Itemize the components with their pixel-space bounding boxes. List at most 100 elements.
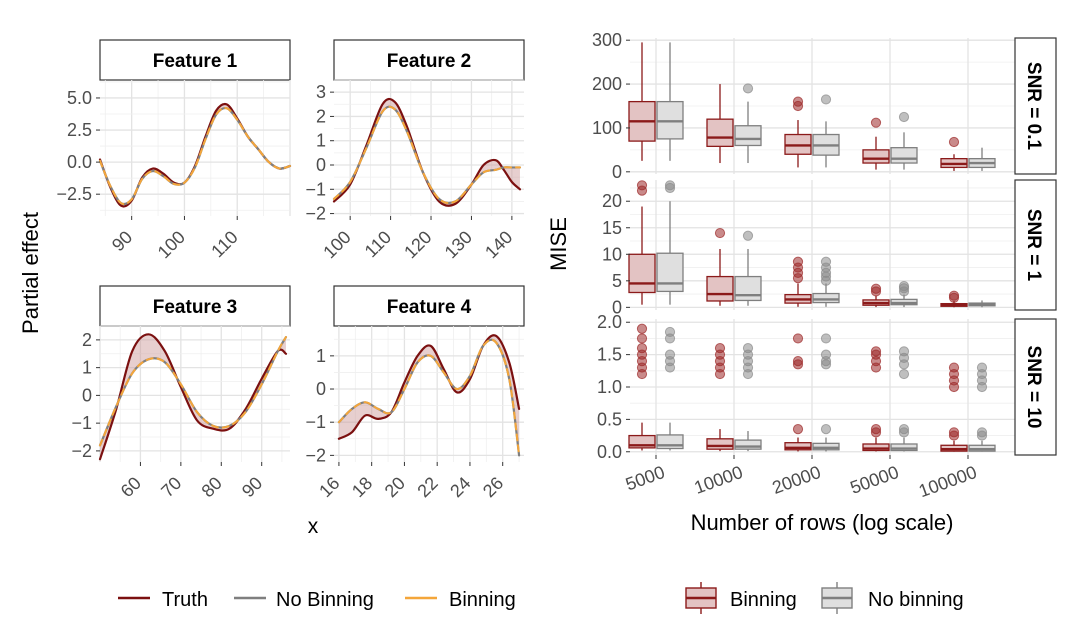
box-body — [706, 438, 734, 450]
x-tick-label: 16 — [315, 473, 343, 501]
strip-title-f4: Feature 4 — [387, 297, 472, 318]
y-tick-label: 10 — [602, 244, 622, 264]
series-line-truth — [98, 102, 292, 208]
y-tick-label: −1 — [305, 179, 326, 199]
x-tick-label: 100 — [154, 227, 189, 262]
box-no-binning-5000 — [656, 326, 684, 451]
box-binning-50000 — [862, 346, 890, 452]
box-no-binning-10000 — [734, 230, 762, 306]
series-line-no-binning — [332, 105, 522, 205]
y-tick-label: 0 — [612, 162, 622, 182]
box-no-binning-50000 — [890, 281, 918, 308]
strip-title-f1: Feature 1 — [153, 51, 238, 72]
box-body — [862, 443, 890, 452]
x-tick-label: 100000 — [916, 462, 979, 501]
y-tick-label: 1 — [82, 358, 92, 378]
x-tick-label: 90 — [238, 473, 266, 501]
y-tick-label: −2 — [305, 445, 326, 465]
panel-snr10: SNR = 10 0.0 0.5 1.0 1.5 2.0 5000 10000 20000 500… — [597, 312, 1057, 501]
box-binning-20000 — [784, 256, 812, 307]
left-y-axis-label: Partial effect — [18, 212, 43, 334]
series-line-truth — [332, 97, 522, 207]
ribbon-f1 — [100, 104, 290, 207]
outlier-point — [870, 346, 882, 357]
series-line-truth — [98, 333, 288, 461]
outlier-point — [792, 96, 804, 107]
y-tick-label: −2.5 — [56, 184, 92, 204]
y-tick-label: −2 — [71, 441, 92, 461]
y-tick-label: 0.0 — [67, 152, 92, 172]
y-tick-label: −2 — [305, 204, 326, 224]
strip-f1 — [99, 39, 291, 81]
box-body — [656, 252, 684, 293]
y-tick-label: 0.5 — [597, 409, 622, 429]
y-tick-label: 2 — [316, 106, 326, 126]
box-binning-20000 — [784, 96, 812, 168]
y-tick-label: 20 — [602, 191, 622, 211]
box-binning-10000 — [706, 84, 734, 164]
y-tick-label: 2.5 — [67, 120, 92, 140]
y-tick-label: 5 — [612, 271, 622, 291]
y-tick-label: 1 — [316, 346, 326, 366]
box-no-binning-50000 — [890, 346, 918, 452]
outlier-point — [820, 333, 832, 344]
box-body — [628, 253, 656, 294]
legend-label-box-binning: Binning — [730, 589, 797, 611]
y-tick-label: 0 — [316, 155, 326, 175]
y-tick-label: 0 — [316, 379, 326, 399]
strip-title-f3: Feature 3 — [153, 297, 237, 318]
box-no-binning-100000 — [968, 300, 996, 308]
outlier-point — [714, 343, 726, 354]
strip-title-snr10: SNR = 10 — [1023, 346, 1044, 429]
series-line-no-binning — [98, 106, 292, 206]
outlier-point — [820, 256, 832, 267]
box-no-binning-5000 — [656, 42, 684, 161]
outlier-point — [742, 83, 754, 94]
x-tick-label: 18 — [348, 473, 376, 501]
outlier-point — [948, 427, 960, 438]
right-y-axis-label: MISE — [546, 217, 571, 271]
y-tick-label: 0.0 — [597, 442, 622, 462]
box-no-binning-50000 — [890, 111, 918, 170]
y-tick-label: 1.0 — [597, 377, 622, 397]
x-tick-label: 24 — [446, 473, 474, 501]
panel-f4: Feature 4 16 18 20 22 24 26 −2 −1 0 1 — [305, 285, 525, 501]
box-binning-5000 — [628, 323, 656, 451]
y-tick-label: 100 — [592, 118, 622, 138]
box-no-binning-100000 — [968, 362, 996, 452]
strip-title-snr01: SNR = 0.1 — [1023, 62, 1044, 151]
box-body — [706, 275, 734, 302]
y-tick-label: 200 — [592, 74, 622, 94]
strip-title-f2: Feature 2 — [387, 51, 471, 72]
legend-label-binning: Binning — [449, 589, 516, 611]
outlier-point — [792, 423, 804, 435]
box-binning-50000 — [862, 283, 890, 308]
x-tick-label: 70 — [157, 473, 185, 501]
outlier-point — [636, 180, 648, 191]
box-body — [734, 125, 762, 147]
box-no-binning-5000 — [656, 180, 684, 305]
x-tick-label: 140 — [481, 227, 516, 262]
legend-label-no-binning: No Binning — [276, 589, 374, 611]
panel-snr1: SNR = 1 0 5 10 15 20 — [602, 179, 1057, 317]
box-body — [734, 439, 762, 450]
x-tick-label: 60 — [117, 473, 145, 501]
legend-key-box-no-binning — [821, 582, 853, 614]
x-tick-label: 110 — [207, 227, 241, 261]
box-body — [862, 149, 890, 164]
outlier-point — [792, 256, 804, 267]
box-no-binning-100000 — [968, 147, 996, 171]
legend-label-box-no-binning: No binning — [868, 589, 964, 611]
x-tick-label: 5000 — [623, 462, 667, 494]
panel-f1: Feature 1 90 100 110 −2.5 0.0 2.5 5.0 — [56, 39, 292, 262]
box-body — [890, 443, 918, 452]
box-body — [734, 275, 762, 302]
box-binning-10000 — [706, 343, 734, 452]
outlier-point — [898, 111, 910, 123]
box-no-binning-20000 — [812, 94, 840, 168]
outlier-point — [742, 343, 754, 354]
y-tick-label: 0 — [612, 297, 622, 317]
panel-snr01: SNR = 0.1 0 100 200 300 — [592, 30, 1057, 182]
x-tick-label: 120 — [400, 227, 435, 262]
outlier-point — [870, 423, 882, 435]
